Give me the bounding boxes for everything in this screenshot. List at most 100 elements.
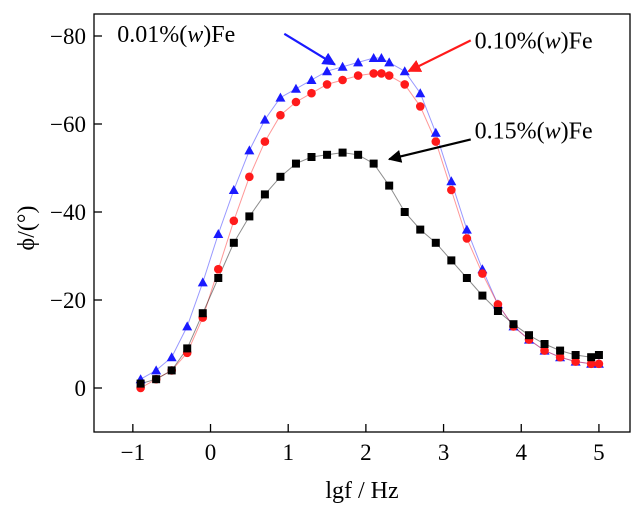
data-point xyxy=(182,321,193,331)
data-point xyxy=(385,181,394,190)
data-point xyxy=(276,110,285,120)
data-point xyxy=(430,127,441,137)
data-point xyxy=(384,71,394,80)
data-point xyxy=(431,137,441,146)
data-point xyxy=(400,80,410,89)
series-label-part: 0.01 xyxy=(117,22,159,48)
data-point xyxy=(166,352,177,362)
data-point xyxy=(323,150,332,159)
x-tick-label: 1 xyxy=(282,440,294,465)
data-point xyxy=(307,88,316,98)
data-point xyxy=(338,75,347,85)
data-point xyxy=(446,176,457,186)
x-tick-label: 5 xyxy=(593,440,605,465)
data-point xyxy=(228,185,239,194)
data-point xyxy=(260,137,270,146)
data-point xyxy=(493,300,503,309)
data-point xyxy=(198,309,207,318)
series-line-0 xyxy=(140,57,599,380)
data-point xyxy=(540,346,549,355)
data-point xyxy=(525,331,534,340)
data-point xyxy=(571,351,580,359)
data-point xyxy=(306,75,317,84)
series-label-part: w xyxy=(545,119,561,145)
data-point xyxy=(447,185,456,195)
data-point xyxy=(369,159,378,168)
data-point xyxy=(290,83,301,93)
data-point xyxy=(136,379,145,388)
series-label-part: w xyxy=(187,22,203,48)
series-label-part: w xyxy=(545,28,561,54)
data-point xyxy=(291,97,301,107)
data-point xyxy=(594,351,603,359)
data-point xyxy=(353,71,363,80)
data-point xyxy=(322,80,332,89)
series-label: 0.15%(w)Fe xyxy=(475,119,593,145)
series-line-2 xyxy=(140,152,600,385)
x-tick-label: 2 xyxy=(360,440,372,465)
data-point xyxy=(431,238,440,247)
y-tick-label: −60 xyxy=(50,112,86,137)
data-point xyxy=(415,88,426,98)
data-point xyxy=(415,102,425,111)
x-tick-label: 0 xyxy=(205,440,217,465)
annotation-arrow xyxy=(283,32,336,66)
data-point xyxy=(151,365,162,375)
y-tick-label: −80 xyxy=(50,24,86,49)
y-tick-label: −40 xyxy=(50,200,86,225)
plot-frame xyxy=(93,13,631,433)
data-point xyxy=(462,274,471,282)
data-point xyxy=(260,190,269,199)
series-label-part: 0.10 xyxy=(475,28,517,54)
data-point xyxy=(571,357,580,366)
data-point xyxy=(540,340,549,348)
x-tick-label: 4 xyxy=(515,440,527,465)
data-point xyxy=(354,150,363,159)
series-label-part: %( xyxy=(159,22,187,48)
data-point xyxy=(594,359,604,369)
data-point xyxy=(478,269,487,278)
data-point xyxy=(478,291,487,300)
data-point xyxy=(213,229,224,238)
x-tick-label: −1 xyxy=(121,440,145,465)
data-point xyxy=(509,320,518,329)
series-label-part: %( xyxy=(517,28,545,54)
data-point xyxy=(555,352,565,362)
data-point xyxy=(197,277,208,287)
data-point xyxy=(275,92,286,102)
data-point xyxy=(461,224,472,234)
data-point xyxy=(353,57,364,67)
data-point xyxy=(556,346,565,355)
data-point xyxy=(322,66,333,76)
data-point xyxy=(307,153,316,161)
data-point xyxy=(337,61,348,71)
data-point xyxy=(183,344,192,353)
data-point xyxy=(152,375,161,384)
data-point xyxy=(368,53,379,62)
data-point xyxy=(229,216,239,226)
data-point xyxy=(213,264,223,274)
data-point xyxy=(399,66,410,76)
series-label-part: )Fe xyxy=(561,119,593,145)
series-label: 0.01%(w)Fe xyxy=(117,22,235,48)
data-point xyxy=(376,53,387,62)
data-point xyxy=(214,274,223,282)
data-point xyxy=(587,353,596,362)
data-point xyxy=(462,234,472,243)
x-tick-label: 3 xyxy=(438,440,450,465)
y-tick-label: 0 xyxy=(75,376,87,401)
series-label-part: )Fe xyxy=(561,28,593,54)
data-point xyxy=(493,307,502,315)
data-point xyxy=(338,148,347,157)
data-point xyxy=(276,172,285,181)
data-point xyxy=(245,212,254,221)
data-point xyxy=(369,69,378,78)
x-axis-title: lgf / Hz xyxy=(325,478,398,504)
data-point xyxy=(586,359,596,369)
annotation-arrow xyxy=(407,39,472,73)
series-label-part: %( xyxy=(517,119,545,145)
data-point xyxy=(384,57,395,67)
data-point xyxy=(229,238,238,247)
series-label-part: )Fe xyxy=(203,22,235,48)
